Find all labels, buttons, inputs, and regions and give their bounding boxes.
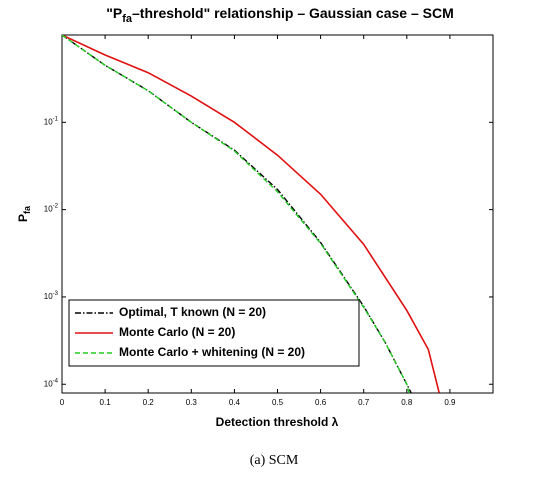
- x-tick-label: 0.3: [186, 398, 198, 407]
- x-tick-label: 0.5: [272, 398, 284, 407]
- title-sub: fa: [122, 13, 133, 25]
- ylabel-main: P: [16, 214, 30, 222]
- chart-title: "Pfa–threshold" relationship – Gaussian …: [106, 5, 454, 25]
- y-tick-label: 10-3: [44, 291, 59, 302]
- x-tick-label: 0.1: [100, 398, 112, 407]
- legend-label: Monte Carlo (N = 20): [119, 325, 235, 339]
- x-axis-label: Detection threshold λ: [216, 415, 339, 429]
- caption: (a) SCM: [250, 453, 299, 468]
- x-tick-label: 0.2: [143, 398, 155, 407]
- x-tick-label: 0.9: [444, 398, 456, 407]
- legend-label: Monte Carlo + whitening (N = 20): [119, 345, 305, 359]
- series-line: [62, 35, 410, 393]
- legend-box: [68, 299, 360, 367]
- x-tick-label: 0.7: [358, 398, 370, 407]
- legend-label: Optimal, T known (N = 20): [119, 305, 266, 319]
- x-tick-label: 0.4: [229, 398, 241, 407]
- x-tick-label: 0.8: [401, 398, 413, 407]
- series-line: [62, 35, 440, 393]
- title-part: "P: [106, 5, 122, 21]
- y-tick-label: 10-4: [44, 378, 59, 389]
- ylabel-sub: fa: [22, 205, 32, 214]
- x-tick-label: 0.6: [315, 398, 327, 407]
- title-part: –threshold" relationship – Gaussian case…: [132, 5, 454, 21]
- y-tick-label: 10-2: [44, 203, 59, 214]
- y-tick-label: 10-1: [44, 116, 59, 127]
- y-axis-label: Pfa: [16, 205, 32, 222]
- x-tick-label: 0: [60, 398, 65, 407]
